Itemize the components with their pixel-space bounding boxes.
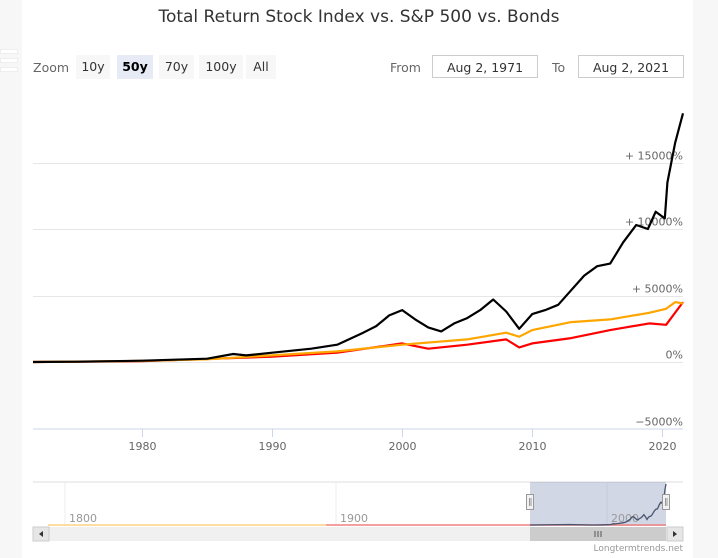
credit-link[interactable]: Longtermtrends.net bbox=[593, 544, 683, 554]
zoom-label: Zoom bbox=[33, 60, 70, 75]
range-button-50y[interactable]: 50y bbox=[117, 55, 153, 79]
series-line-bonds bbox=[32, 301, 684, 364]
arrow-left-icon bbox=[39, 531, 43, 537]
range-button-70y[interactable]: 70y bbox=[159, 55, 194, 79]
series-line-total-return-stock-index bbox=[32, 113, 685, 364]
range-button-100y[interactable]: 100y bbox=[199, 55, 243, 79]
scrollbar-right-button[interactable] bbox=[666, 526, 684, 542]
to-label: To bbox=[552, 60, 566, 75]
chart-title: Total Return Stock Index vs. S&P 500 vs.… bbox=[158, 7, 560, 27]
navigator-label-1900: 1900 bbox=[340, 512, 368, 525]
y-tick-label: −5000% bbox=[635, 416, 683, 429]
x-tick-label: 2020 bbox=[649, 440, 677, 453]
navigator-label-2000: 2000 bbox=[611, 512, 639, 525]
x-axis-ticks: 1980 1990 2000 2010 2020 bbox=[129, 429, 677, 453]
menu-icon[interactable] bbox=[0, 45, 18, 72]
range-button-all[interactable]: All bbox=[246, 55, 276, 79]
y-axis-labels: −5000%0%+ 5000%+ 10000%+ 15000% bbox=[625, 150, 683, 429]
scrollbar-grip-icon bbox=[594, 531, 602, 537]
x-tick-label: 1980 bbox=[129, 440, 157, 453]
navigator-handle-right[interactable] bbox=[662, 494, 670, 510]
navigator-series-line bbox=[529, 483, 667, 526]
from-label: From bbox=[390, 60, 421, 75]
x-tick-label: 2010 bbox=[519, 440, 547, 453]
scrollbar-track[interactable] bbox=[33, 527, 683, 541]
navigator-handle-left[interactable] bbox=[526, 494, 534, 510]
x-tick-label: 2000 bbox=[389, 440, 417, 453]
navigator-mask[interactable] bbox=[530, 482, 666, 526]
y-tick-label: + 5000% bbox=[632, 283, 683, 296]
grid-lines bbox=[33, 163, 683, 363]
scrollbar-left-button[interactable] bbox=[32, 526, 50, 542]
y-tick-label: 0% bbox=[666, 349, 683, 362]
series-lines bbox=[32, 113, 685, 364]
range-button-10y[interactable]: 10y bbox=[76, 55, 110, 79]
series-line-s-p-500 bbox=[32, 301, 684, 364]
arrow-right-icon bbox=[673, 531, 677, 537]
navigator-label-1800: 1800 bbox=[69, 512, 97, 525]
to-date-input[interactable]: Aug 2, 2021 bbox=[578, 55, 684, 78]
y-tick-label: + 15000% bbox=[625, 150, 683, 163]
x-tick-label: 1990 bbox=[259, 440, 287, 453]
from-date-input[interactable]: Aug 2, 1971 bbox=[432, 55, 538, 78]
